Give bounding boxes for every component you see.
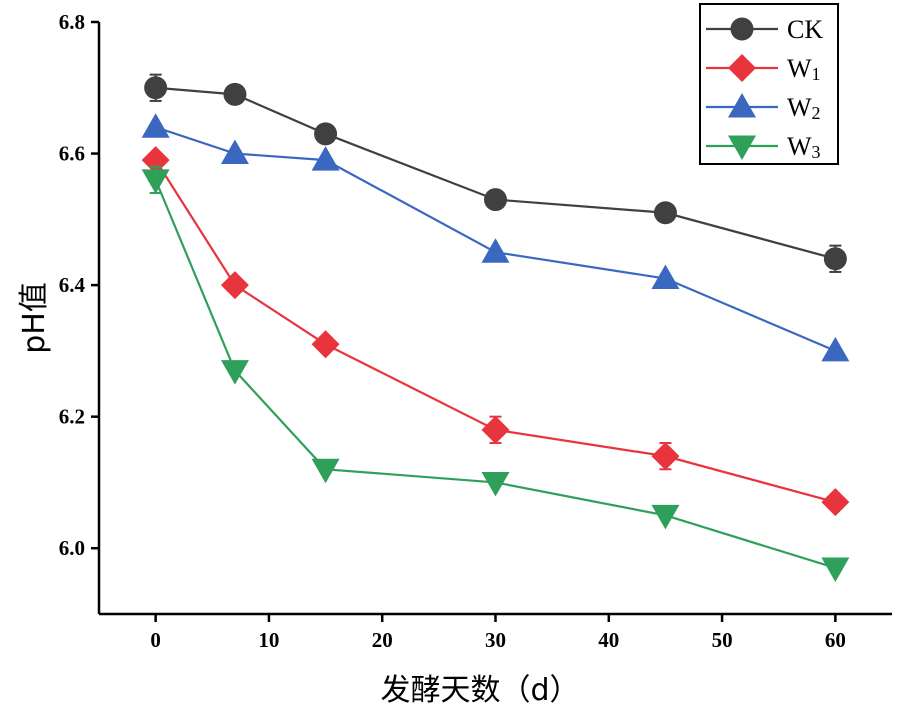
legend-ck-label: CK	[787, 15, 823, 44]
series-w3-point	[311, 458, 340, 484]
series-w3-point	[220, 360, 249, 385]
y-tick-label: 6.0	[59, 536, 85, 560]
y-tick-label: 6.2	[59, 405, 85, 429]
x-tick-label: 10	[258, 628, 279, 652]
series-ck-point	[144, 76, 168, 100]
series-ck-point	[223, 82, 247, 106]
series-w3	[141, 165, 850, 582]
series-w3-point	[821, 557, 850, 582]
series-w3-point	[651, 504, 680, 530]
x-tick-label: 50	[712, 628, 733, 652]
x-tick-label: 40	[598, 628, 619, 652]
series-w2-point	[220, 139, 249, 165]
series-ck	[144, 73, 847, 273]
legend-w2-label: W2	[787, 93, 821, 123]
series-w1-point	[821, 488, 850, 517]
legend-w1-marker	[728, 54, 756, 82]
legend-w3-label: W3	[787, 132, 821, 162]
series-w3-point	[141, 169, 170, 194]
legend-w3-marker	[728, 135, 756, 160]
legend-w1-label-base: W	[787, 54, 812, 83]
series-layer	[141, 73, 850, 582]
y-tick-label: 6.8	[59, 10, 85, 34]
series-w2-point	[481, 238, 510, 263]
y-tick-label: 6.6	[59, 142, 85, 166]
x-ticks: 0 10 20 30 40 50 60	[150, 614, 846, 652]
legend-w2-marker	[728, 93, 756, 118]
series-w1-line	[154, 159, 836, 504]
series-w1-point	[141, 146, 170, 175]
legend-w3-label-base: W	[787, 132, 812, 161]
legend-ck-label-base: CK	[787, 15, 823, 44]
y-tick-label: 6.4	[59, 273, 86, 297]
series-w3-line	[154, 179, 836, 570]
series-ck-line	[155, 86, 836, 260]
series-w2-point	[311, 146, 340, 171]
x-tick-label: 60	[825, 628, 846, 652]
y-axis-title: pH值	[17, 282, 52, 354]
series-w1-point	[481, 415, 510, 444]
x-axis-title: 发酵天数（d）	[380, 673, 579, 708]
series-ck-point	[653, 201, 677, 225]
series-ck-point	[314, 122, 338, 146]
legend-w1-label-subscript: 1	[812, 64, 821, 84]
x-tick-label: 30	[485, 628, 506, 652]
legend-ck-marker	[730, 17, 754, 41]
series-w2-point	[821, 336, 850, 362]
series-w2-line	[155, 126, 836, 352]
series-w2	[141, 113, 850, 362]
legend-w3-label-subscript: 3	[812, 142, 821, 162]
legend-w2-label-subscript: 2	[812, 103, 821, 123]
x-tick-label: 0	[150, 628, 161, 652]
series-ck-point	[484, 188, 507, 212]
series-ck-point	[823, 247, 847, 271]
series-w3-point	[481, 471, 510, 497]
legend-w2-label-base: W	[787, 93, 812, 122]
legend-w1-label: W1	[787, 54, 821, 84]
series-w1-point	[651, 442, 680, 471]
y-ticks: 6.0 6.2 6.4 6.6 6.8	[59, 10, 99, 560]
x-tick-label: 20	[372, 628, 393, 652]
series-w1-point	[220, 271, 249, 300]
series-w2-point	[651, 264, 680, 290]
series-w2-point	[141, 113, 170, 138]
legend-box	[699, 3, 839, 165]
series-w1-point	[311, 330, 340, 359]
series-w1	[141, 146, 850, 517]
